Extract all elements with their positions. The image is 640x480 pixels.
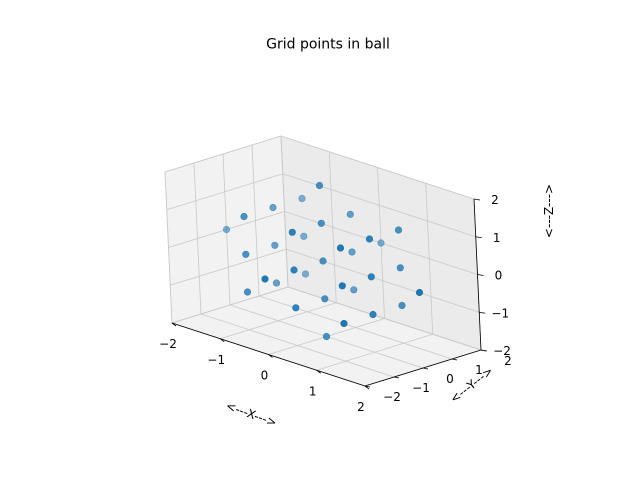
x-tick-label: −1: [207, 353, 225, 367]
data-point: [346, 210, 354, 218]
x-axis-label: <---X--->: [224, 399, 279, 430]
y-tick-label: 1: [475, 363, 483, 377]
data-point: [377, 239, 385, 247]
z-tick: [479, 311, 486, 314]
data-point: [271, 241, 279, 249]
x-tick: [364, 385, 370, 390]
z-tick-label: −1: [491, 306, 509, 320]
data-point: [317, 219, 325, 227]
x-tick-label: −2: [159, 337, 177, 351]
y-tick-label: −1: [412, 381, 430, 395]
data-point: [369, 310, 377, 319]
y-gridline: [193, 162, 395, 378]
z-tick-label: −2: [493, 344, 511, 358]
y-tick: [480, 349, 487, 352]
data-point: [261, 275, 269, 283]
data-point: [298, 194, 306, 203]
data-point: [415, 288, 424, 297]
data-point: [396, 264, 404, 272]
x-tick: [316, 369, 321, 374]
x-tick-label: 1: [309, 384, 317, 398]
data-point: [272, 279, 281, 287]
data-point: [222, 225, 231, 234]
y-tick-label: 2: [504, 354, 512, 368]
data-point: [288, 228, 296, 236]
data-point: [240, 212, 248, 221]
z-axis-label: <---Z--->: [542, 184, 556, 238]
data-point: [319, 257, 327, 265]
x-tick-label: 0: [261, 369, 269, 383]
z-tick: [473, 198, 481, 201]
z-tick: [475, 236, 482, 239]
data-point: [367, 273, 375, 281]
y-gridline: [222, 153, 424, 369]
data-point: [301, 270, 310, 278]
data-point: [338, 282, 346, 290]
y-tick-label: 0: [446, 372, 454, 386]
y-tick: [451, 358, 458, 361]
data-point: [292, 304, 300, 312]
data-point: [242, 250, 250, 258]
data-point: [398, 301, 406, 310]
y-gridline: [251, 144, 453, 360]
data-point: [243, 288, 252, 296]
data-point: [350, 286, 358, 294]
z-tick-label: 0: [495, 269, 503, 283]
data-points: [222, 181, 424, 341]
data-point: [269, 203, 277, 212]
data-point: [348, 248, 356, 256]
tick-labels: −2 −2 −2 −1 −1 −1 0 0 0 1 1 1 2 2 2: [159, 193, 512, 414]
grid-lines: [164, 135, 482, 387]
data-point: [322, 332, 331, 341]
x-tick: [171, 322, 177, 327]
x-tick-label: 2: [357, 400, 365, 414]
data-point: [321, 295, 329, 303]
data-point: [394, 226, 403, 234]
y-tick-label: −2: [383, 390, 401, 404]
y-tick: [422, 367, 429, 370]
z-tick: [477, 274, 484, 276]
y-gridline: [280, 135, 482, 351]
z-gridline: [164, 135, 475, 200]
y-tick: [393, 376, 400, 379]
data-point: [300, 232, 308, 240]
x-tick: [220, 338, 225, 343]
data-point: [336, 244, 345, 252]
x-tick: [268, 354, 273, 358]
data-point: [290, 266, 298, 274]
z-tick-label: 2: [491, 193, 499, 207]
y-axis-label: <---Y--->: [447, 364, 495, 406]
chart-title: Grid points in ball: [266, 37, 390, 53]
data-point: [365, 235, 374, 243]
data-point: [315, 181, 324, 190]
z-tick-label: 1: [493, 231, 501, 245]
data-point: [340, 319, 348, 328]
